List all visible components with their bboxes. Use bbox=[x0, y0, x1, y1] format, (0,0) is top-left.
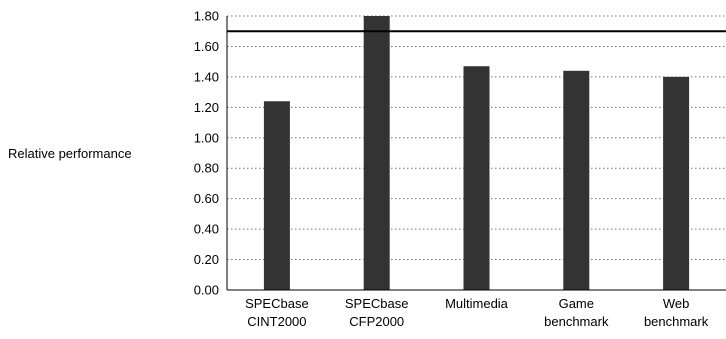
x-tick-label: Web benchmark bbox=[644, 296, 709, 329]
y-tick-label: 1.20 bbox=[194, 100, 219, 115]
y-tick-label: 0.80 bbox=[194, 161, 219, 176]
x-tick-label: SPECbase CFP2000 bbox=[345, 296, 409, 329]
y-tick-label: 1.80 bbox=[194, 9, 219, 24]
y-tick-label: 0.40 bbox=[194, 222, 219, 237]
x-tick-labels: SPECbase CINT2000 SPECbase CFP2000 Multimedi… bbox=[245, 296, 709, 329]
bars bbox=[263, 16, 690, 290]
y-axis-label: Relative performance bbox=[8, 146, 132, 161]
y-tick-label: 1.60 bbox=[194, 39, 219, 54]
y-tick-label: 0.60 bbox=[194, 191, 219, 206]
bar bbox=[463, 66, 490, 290]
y-tick-label: 0.00 bbox=[194, 283, 219, 298]
bar bbox=[663, 76, 690, 290]
bar bbox=[363, 16, 390, 290]
x-tick-label: Game benchmark bbox=[544, 296, 609, 329]
x-tick-label: SPECbase CINT2000 bbox=[245, 296, 309, 329]
y-tick-labels: 0.00 0.20 0.40 0.60 0.80 1.00 1.20 1.40 1.60 1.80 bbox=[194, 9, 219, 298]
bar bbox=[263, 101, 290, 290]
x-tick-label: Multimedia bbox=[445, 296, 509, 311]
y-tick-label: 1.00 bbox=[194, 130, 219, 145]
axes bbox=[226, 16, 726, 291]
y-tick-label: 0.20 bbox=[194, 252, 219, 267]
bar bbox=[563, 70, 590, 290]
y-tick-label: 1.40 bbox=[194, 69, 219, 84]
